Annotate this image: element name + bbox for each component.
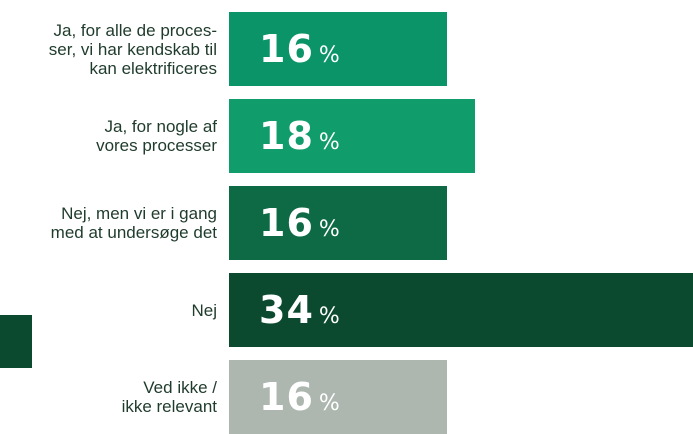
- bar-4: [229, 273, 693, 347]
- bar-1: [229, 12, 447, 86]
- value-number: 34: [259, 288, 314, 332]
- value-label-5: 16%: [259, 360, 340, 434]
- bar-5: [229, 360, 447, 434]
- percent-sign: %: [318, 130, 340, 155]
- value-number: 16: [259, 375, 314, 419]
- value-label-4: 34%: [259, 273, 340, 347]
- value-label-1: 16%: [259, 12, 340, 86]
- percent-sign: %: [318, 391, 340, 416]
- bar-2: [229, 99, 475, 173]
- percent-sign: %: [318, 304, 340, 329]
- value-number: 16: [259, 201, 314, 245]
- category-label-4: Nej: [191, 300, 217, 320]
- category-label-1: Ja, for alle de proces- ser, vi har kend…: [48, 20, 217, 78]
- percent-sign: %: [318, 43, 340, 68]
- category-label-2: Ja, for nogle af vores processer: [96, 117, 217, 155]
- value-label-3: 16%: [259, 186, 340, 260]
- value-label-2: 18%: [259, 99, 340, 173]
- category-label-3: Nej, men vi er i gang med at undersøge d…: [50, 204, 217, 242]
- percent-sign: %: [318, 217, 340, 242]
- decorative-block: [0, 315, 32, 368]
- value-number: 16: [259, 27, 314, 71]
- category-label-5: Ved ikke / ikke relevant: [121, 378, 217, 416]
- value-number: 18: [259, 114, 314, 158]
- bar-3: [229, 186, 447, 260]
